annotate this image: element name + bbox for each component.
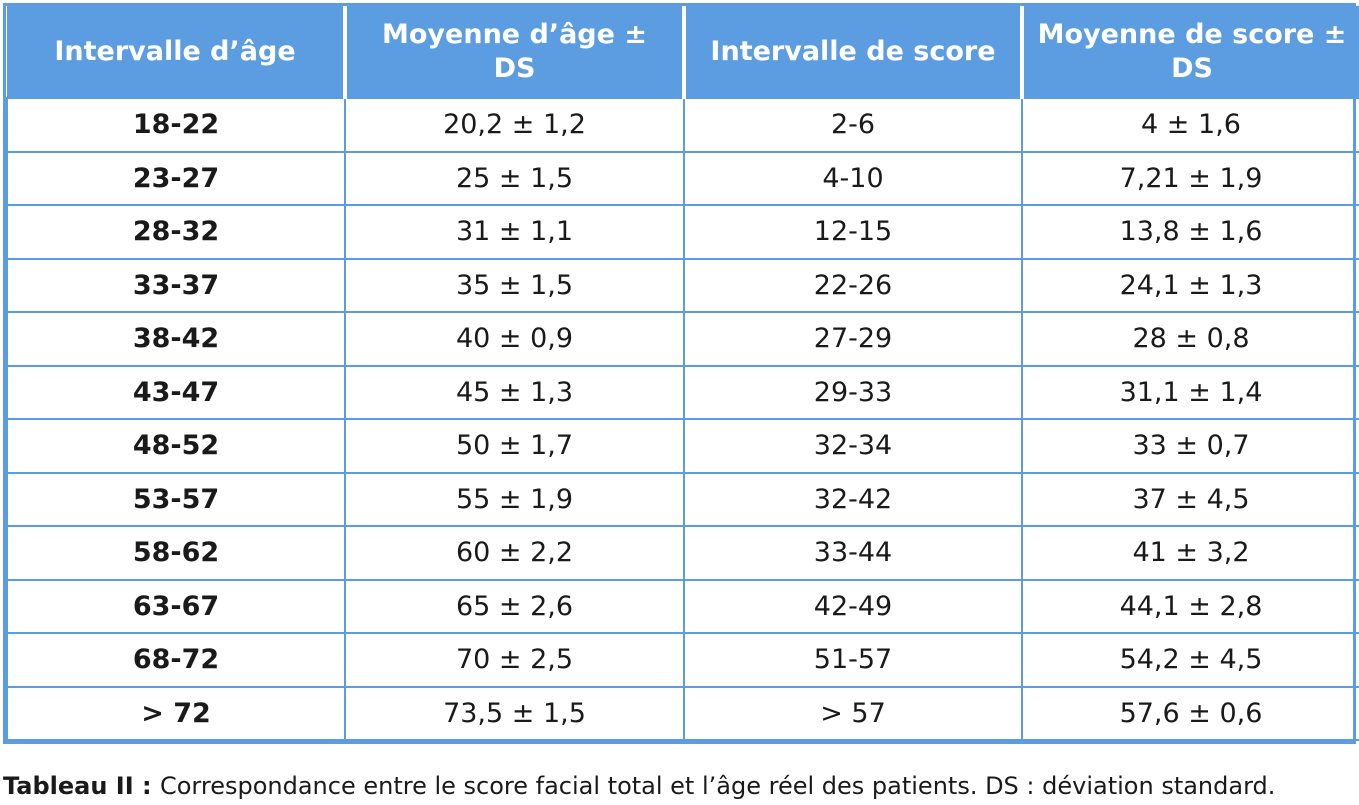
mean-age-cell: 73,5 ± 1,5 bbox=[344, 685, 685, 741]
age-interval-cell: 18-22 bbox=[6, 97, 346, 153]
caption-separator: : bbox=[133, 772, 160, 800]
table-row: 68-72 70 ± 2,5 51-57 54,2 ± 4,5 bbox=[6, 632, 1359, 688]
table-row: 43-47 45 ± 1,3 29-33 31,1 ± 1,4 bbox=[6, 364, 1359, 420]
table-body: 18-22 20,2 ± 1,2 2-6 4 ± 1,6 23-27 25 ± 1,5 4-… bbox=[6, 97, 1359, 741]
mean-score-cell: 28 ± 0,8 bbox=[1021, 311, 1359, 367]
mean-age-cell: 45 ± 1,3 bbox=[344, 364, 685, 420]
table-row: 53-57 55 ± 1,9 32-42 37 ± 4,5 bbox=[6, 471, 1359, 527]
score-interval-cell: 33-44 bbox=[683, 525, 1023, 581]
mean-age-cell: 65 ± 2,6 bbox=[344, 578, 685, 634]
mean-score-cell: 33 ± 0,7 bbox=[1021, 418, 1359, 474]
table-row: 58-62 60 ± 2,2 33-44 41 ± 3,2 bbox=[6, 525, 1359, 581]
age-interval-cell: 68-72 bbox=[6, 632, 346, 688]
mean-score-cell: 31,1 ± 1,4 bbox=[1021, 364, 1359, 420]
header-age-interval: Intervalle d’âge bbox=[7, 6, 345, 98]
table-row: > 72 73,5 ± 1,5 > 57 57,6 ± 0,6 bbox=[6, 685, 1359, 741]
mean-age-cell: 20,2 ± 1,2 bbox=[344, 97, 685, 153]
header-mean-age: Moyenne d’âge ± DS bbox=[343, 6, 684, 98]
mean-age-cell: 40 ± 0,9 bbox=[344, 311, 685, 367]
mean-age-cell: 35 ± 1,5 bbox=[344, 257, 685, 313]
age-interval-cell: 23-27 bbox=[6, 150, 346, 206]
table-row: 23-27 25 ± 1,5 4-10 7,21 ± 1,9 bbox=[6, 150, 1359, 206]
mean-age-cell: 25 ± 1,5 bbox=[344, 150, 685, 206]
age-interval-cell: 28-32 bbox=[6, 204, 346, 260]
score-interval-cell: 42-49 bbox=[683, 578, 1023, 634]
score-interval-cell: 4-10 bbox=[683, 150, 1023, 206]
data-table-frame: Intervalle d’âge Moyenne d’âge ± DS Inte… bbox=[3, 3, 1359, 744]
age-interval-cell: 33-37 bbox=[6, 257, 346, 313]
mean-score-cell: 57,6 ± 0,6 bbox=[1021, 685, 1359, 741]
score-interval-cell: 29-33 bbox=[683, 364, 1023, 420]
score-interval-cell: > 57 bbox=[683, 685, 1023, 741]
age-interval-cell: 38-42 bbox=[6, 311, 346, 367]
table-header: Intervalle d’âge Moyenne d’âge ± DS Inte… bbox=[7, 6, 1359, 98]
mean-score-cell: 4 ± 1,6 bbox=[1021, 97, 1359, 153]
age-interval-cell: 53-57 bbox=[6, 471, 346, 527]
score-interval-cell: 32-42 bbox=[683, 471, 1023, 527]
score-interval-cell: 2-6 bbox=[683, 97, 1023, 153]
mean-score-cell: 41 ± 3,2 bbox=[1021, 525, 1359, 581]
age-interval-cell: 58-62 bbox=[6, 525, 346, 581]
table-row: 28-32 31 ± 1,1 12-15 13,8 ± 1,6 bbox=[6, 204, 1359, 260]
header-score-interval: Intervalle de score bbox=[682, 6, 1022, 98]
age-interval-cell: > 72 bbox=[6, 685, 346, 741]
age-interval-cell: 48-52 bbox=[6, 418, 346, 474]
data-table: Intervalle d’âge Moyenne d’âge ± DS Inte… bbox=[6, 6, 1359, 741]
mean-score-cell: 37 ± 4,5 bbox=[1021, 471, 1359, 527]
score-interval-cell: 51-57 bbox=[683, 632, 1023, 688]
mean-age-cell: 55 ± 1,9 bbox=[344, 471, 685, 527]
age-interval-cell: 63-67 bbox=[6, 578, 346, 634]
age-interval-cell: 43-47 bbox=[6, 364, 346, 420]
table-row: 18-22 20,2 ± 1,2 2-6 4 ± 1,6 bbox=[6, 97, 1359, 153]
table-row: 63-67 65 ± 2,6 42-49 44,1 ± 2,8 bbox=[6, 578, 1359, 634]
table-row: 38-42 40 ± 0,9 27-29 28 ± 0,8 bbox=[6, 311, 1359, 367]
score-interval-cell: 27-29 bbox=[683, 311, 1023, 367]
mean-age-cell: 31 ± 1,1 bbox=[344, 204, 685, 260]
table-row: 48-52 50 ± 1,7 32-34 33 ± 0,7 bbox=[6, 418, 1359, 474]
mean-age-cell: 70 ± 2,5 bbox=[344, 632, 685, 688]
mean-score-cell: 44,1 ± 2,8 bbox=[1021, 578, 1359, 634]
score-interval-cell: 12-15 bbox=[683, 204, 1023, 260]
mean-score-cell: 13,8 ± 1,6 bbox=[1021, 204, 1359, 260]
score-interval-cell: 22-26 bbox=[683, 257, 1023, 313]
header-mean-score: Moyenne de score ± DS bbox=[1020, 6, 1359, 98]
mean-age-cell: 50 ± 1,7 bbox=[344, 418, 685, 474]
mean-age-cell: 60 ± 2,2 bbox=[344, 525, 685, 581]
caption-text: Correspondance entre le score facial tot… bbox=[159, 772, 1276, 800]
table-row: 33-37 35 ± 1,5 22-26 24,1 ± 1,3 bbox=[6, 257, 1359, 313]
header-row: Intervalle d’âge Moyenne d’âge ± DS Inte… bbox=[7, 6, 1359, 98]
caption-label: Tableau II bbox=[3, 772, 134, 800]
score-interval-cell: 32-34 bbox=[683, 418, 1023, 474]
table-caption: Tableau II : Correspondance entre le sco… bbox=[3, 772, 1275, 800]
mean-score-cell: 24,1 ± 1,3 bbox=[1021, 257, 1359, 313]
mean-score-cell: 54,2 ± 4,5 bbox=[1021, 632, 1359, 688]
mean-score-cell: 7,21 ± 1,9 bbox=[1021, 150, 1359, 206]
